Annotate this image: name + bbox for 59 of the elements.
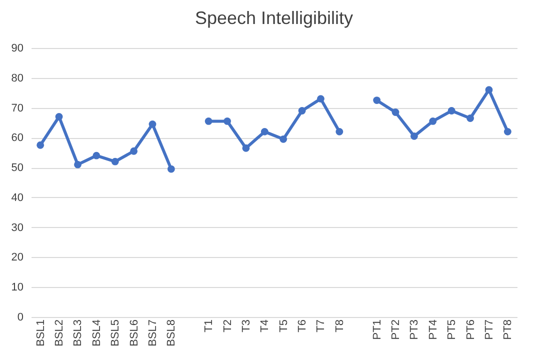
x-tick-label: T4 bbox=[259, 320, 272, 332]
y-tick-label: 70 bbox=[11, 102, 24, 114]
y-tick-label: 90 bbox=[11, 42, 24, 54]
point bbox=[224, 118, 231, 125]
y-tick-label: 50 bbox=[11, 162, 24, 174]
x-tick-label: BSL6 bbox=[128, 320, 140, 346]
x-tick-label: T1 bbox=[203, 320, 216, 332]
point bbox=[167, 165, 175, 173]
point bbox=[204, 118, 212, 125]
point bbox=[36, 141, 44, 149]
point bbox=[111, 158, 119, 166]
x-tick-label: PT7 bbox=[483, 320, 496, 340]
x-tick-label: PT4 bbox=[427, 320, 440, 340]
x-tick-label: PT6 bbox=[464, 320, 477, 340]
y-tick-label: 0 bbox=[17, 312, 24, 324]
x-tick-label: BSL7 bbox=[147, 320, 159, 346]
y-tick-label: 60 bbox=[11, 132, 24, 144]
point bbox=[130, 147, 138, 155]
point bbox=[336, 128, 344, 136]
point bbox=[280, 135, 288, 143]
y-tick-label: 10 bbox=[11, 282, 24, 294]
x-tick-label: BSL4 bbox=[90, 320, 103, 346]
point bbox=[504, 128, 512, 136]
point bbox=[92, 152, 100, 160]
point bbox=[74, 160, 82, 168]
x-tick-label: T5 bbox=[278, 320, 290, 332]
x-tick-label: BSL8 bbox=[166, 320, 178, 346]
x-tick-label: T7 bbox=[315, 320, 328, 332]
y-tick-label: 20 bbox=[11, 252, 24, 264]
point bbox=[392, 108, 400, 116]
x-tick-label: BSL3 bbox=[72, 320, 84, 346]
x-tick-label: BSL1 bbox=[34, 320, 47, 346]
x-tick-label: PT8 bbox=[502, 320, 514, 340]
point bbox=[373, 96, 381, 104]
point bbox=[485, 86, 493, 94]
y-tick-label: 40 bbox=[11, 192, 24, 204]
x-tick-label: BSL2 bbox=[54, 320, 66, 346]
chart-title: Speech Intelligibility bbox=[194, 8, 354, 28]
point bbox=[55, 113, 63, 120]
point bbox=[260, 128, 268, 136]
x-tick-label: PT3 bbox=[408, 320, 421, 340]
x-tick-label: PT1 bbox=[371, 320, 384, 340]
y-tick-label: 30 bbox=[11, 222, 24, 234]
x-tick-label: T6 bbox=[296, 320, 309, 332]
point bbox=[429, 118, 437, 125]
point bbox=[317, 95, 324, 103]
point bbox=[148, 120, 156, 128]
point bbox=[298, 107, 306, 114]
point bbox=[410, 132, 418, 140]
point bbox=[242, 144, 250, 152]
y-tick-label: 80 bbox=[11, 72, 24, 84]
x-tick-label: PT5 bbox=[446, 320, 458, 340]
point bbox=[466, 114, 474, 122]
x-tick-label: T8 bbox=[334, 320, 346, 332]
x-tick-label: BSL5 bbox=[110, 320, 122, 346]
x-tick-label: PT2 bbox=[390, 320, 402, 340]
x-tick-label: T2 bbox=[222, 320, 234, 332]
x-tick-label: T3 bbox=[240, 320, 252, 332]
point bbox=[448, 107, 456, 114]
